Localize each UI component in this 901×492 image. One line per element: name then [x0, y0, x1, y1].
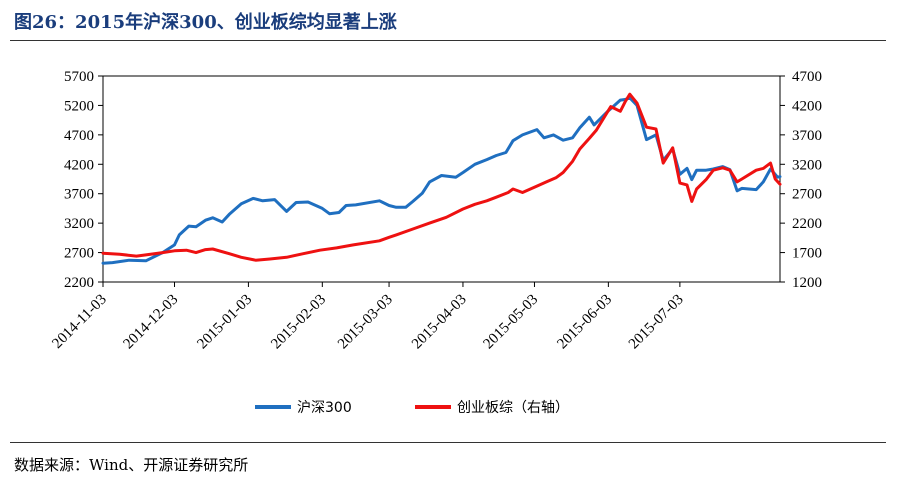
left-tick-label: 4200 — [64, 157, 94, 173]
x-tick-label: 2015-05-03 — [480, 292, 541, 353]
chart-legend: 沪深300 创业板综（右轴） — [255, 400, 569, 416]
x-axis-ticks: 2014-11-03 2014-12-03 2015-01-03 2015-02-03… — [49, 282, 687, 353]
right-tick-label: 3700 — [792, 128, 822, 144]
chart-title: 图26：2015年沪深300、创业板综均显著上涨 — [14, 12, 397, 33]
title-rule — [10, 40, 886, 41]
left-tick-label: 2200 — [64, 275, 94, 291]
left-tick-label: 4700 — [64, 128, 94, 144]
x-tick-label: 2015-07-03 — [626, 292, 687, 353]
right-axis-ticks: 1200 1700 2200 2700 3200 3700 4200 4700 — [780, 69, 822, 291]
left-tick-label: 2700 — [64, 246, 94, 262]
left-tick-label: 3200 — [64, 216, 94, 232]
x-tick-label: 2015-01-03 — [194, 292, 255, 353]
left-tick-label: 3700 — [64, 187, 94, 203]
right-tick-label: 4700 — [792, 69, 822, 85]
right-tick-label: 1700 — [792, 246, 822, 262]
x-tick-label: 2015-04-03 — [409, 292, 470, 353]
legend-label-0: 沪深300 — [297, 400, 352, 416]
x-tick-label: 2015-03-03 — [335, 292, 396, 353]
line-chart: 2200 2700 3200 3700 4200 4700 5200 5700 1200 170… — [49, 69, 822, 416]
right-tick-label: 2200 — [792, 216, 822, 232]
x-tick-label: 2015-06-03 — [554, 292, 615, 353]
right-tick-label: 4200 — [792, 98, 822, 114]
right-tick-label: 3200 — [792, 157, 822, 173]
series-line-1 — [101, 92, 782, 262]
x-tick-label: 2014-12-03 — [121, 292, 182, 353]
legend-label-1: 创业板综（右轴） — [457, 400, 569, 416]
source-note: 数据来源：Wind、开源证券研究所 — [14, 456, 249, 474]
right-tick-label: 2700 — [792, 187, 822, 203]
x-tick-label: 2014-11-03 — [49, 292, 109, 352]
plot-frame — [102, 75, 781, 283]
chart-axes — [102, 75, 781, 283]
series-lines — [101, 92, 782, 265]
source-rule — [10, 442, 886, 443]
series-line-0 — [101, 96, 782, 265]
left-axis-ticks: 2200 2700 3200 3700 4200 4700 5200 5700 — [64, 69, 103, 291]
x-tick-label: 2015-02-03 — [268, 292, 329, 353]
left-tick-label: 5700 — [64, 69, 94, 85]
right-tick-label: 1200 — [792, 275, 822, 291]
left-tick-label: 5200 — [64, 98, 94, 114]
